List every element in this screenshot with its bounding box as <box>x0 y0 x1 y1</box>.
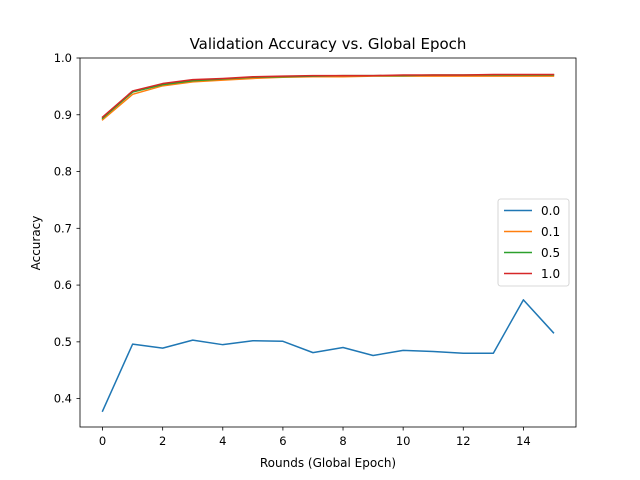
axes: 0 2 4 6 8 10 12 14 0.4 0.5 0.6 0.7 0.8 0.9 1.0 <box>54 51 577 448</box>
y-tick-label: 0.9 <box>54 108 72 122</box>
series-line-2 <box>101 74 555 120</box>
legend-label: 0.1 <box>541 225 560 239</box>
legend-label: 0.0 <box>541 204 560 218</box>
y-tick-label: 0.6 <box>54 278 72 292</box>
x-tick-label: 2 <box>159 434 166 448</box>
y-tick-label: 1.0 <box>54 51 72 65</box>
x-tick-label: 4 <box>219 434 226 448</box>
x-tick-label: 10 <box>396 434 411 448</box>
x-axis-label: Rounds (Global Epoch) <box>260 456 396 470</box>
x-tick-label: 6 <box>279 434 286 448</box>
chart-title: Validation Accuracy vs. Global Epoch <box>190 35 467 53</box>
axes-frame <box>79 57 577 428</box>
series-line-1 <box>101 75 555 121</box>
legend-box <box>497 198 570 287</box>
x-tick-label: 8 <box>339 434 346 448</box>
x-tick-label: 0 <box>99 434 106 448</box>
y-tick-label: 0.7 <box>54 221 72 235</box>
y-tick-label: 0.4 <box>54 392 72 406</box>
legend: 0.0 0.1 0.5 1.0 <box>497 198 570 287</box>
x-tick-label: 12 <box>456 434 471 448</box>
y-tick-label: 0.5 <box>54 335 72 349</box>
series-line-3 <box>101 73 555 119</box>
y-tick-label: 0.8 <box>54 165 72 179</box>
legend-label: 1.0 <box>541 267 560 281</box>
x-tick-label: 14 <box>516 434 531 448</box>
legend-label: 0.5 <box>541 246 560 260</box>
plot-area <box>101 73 555 413</box>
y-axis-label: Accuracy <box>29 216 43 271</box>
series-line-0 <box>101 299 555 413</box>
